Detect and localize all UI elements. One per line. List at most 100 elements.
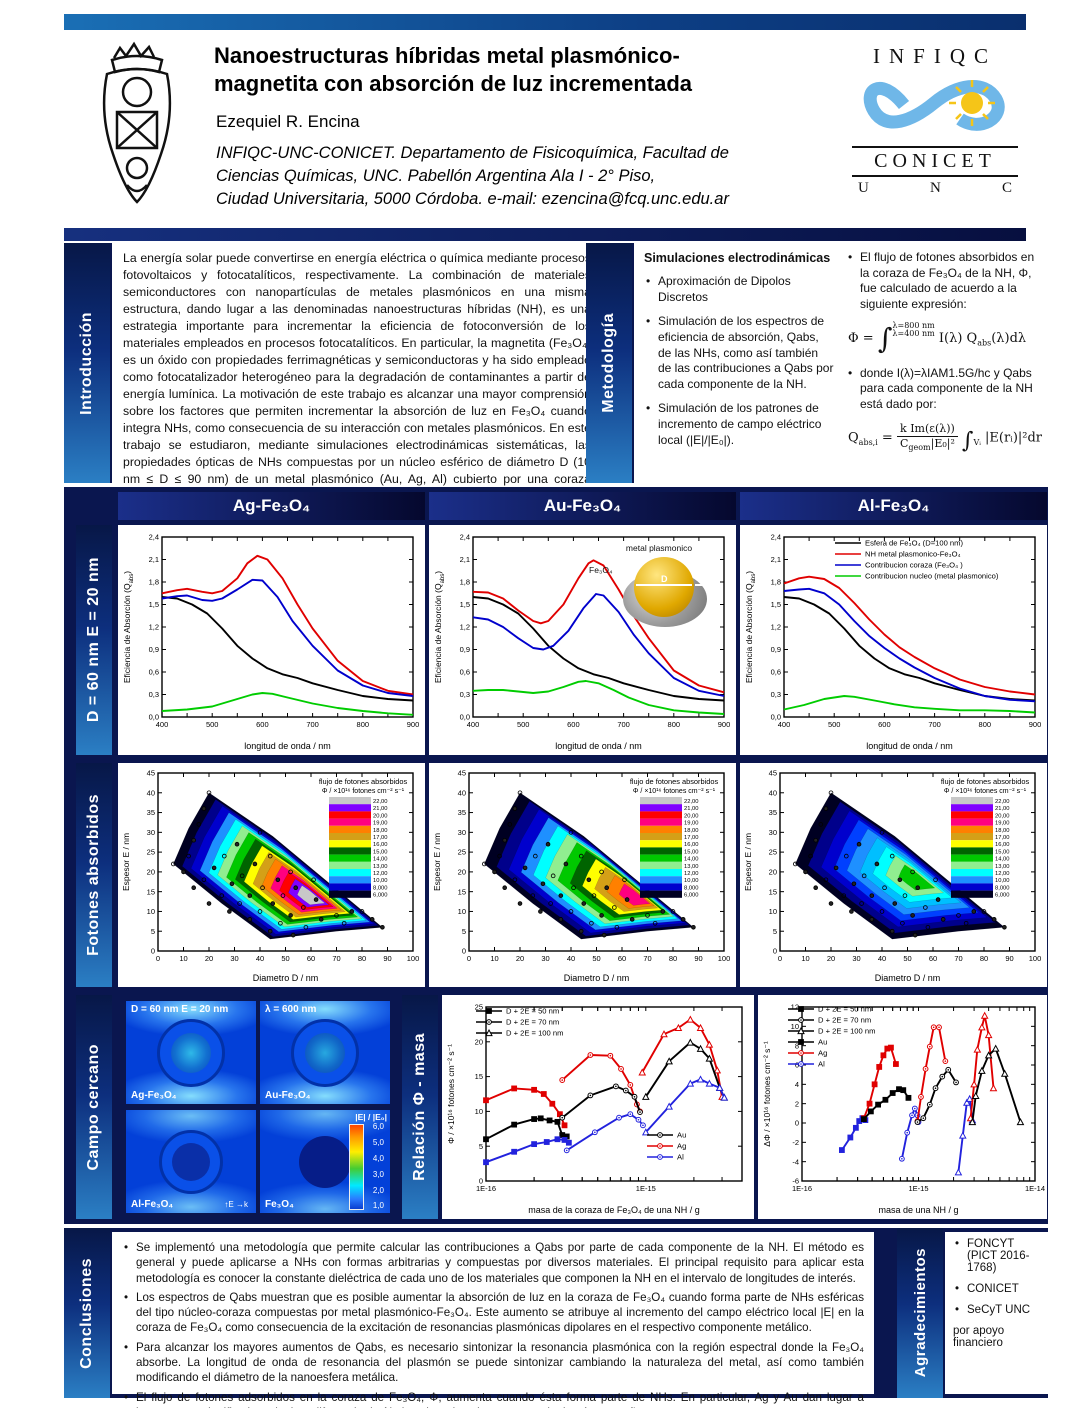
- svg-text:0: 0: [479, 1177, 483, 1186]
- svg-text:ΔΦ / ×10¹⁶ fotones cm⁻² s⁻¹: ΔΦ / ×10¹⁶ fotones cm⁻² s⁻¹: [762, 1041, 772, 1147]
- formula-phi-body2: (λ)dλ: [991, 331, 1027, 347]
- integral-upper: λ=800 nm: [892, 320, 935, 330]
- svg-text:12,00: 12,00: [373, 871, 388, 877]
- core-circle: [305, 1032, 345, 1073]
- svg-text:1E-15: 1E-15: [636, 1184, 656, 1193]
- integral-sign-2: ∫: [962, 427, 974, 453]
- nearfield-name-fe3o4: Fe₃O₄: [265, 1199, 294, 1210]
- formula-phi-lhs: Φ =: [848, 331, 874, 347]
- affil-line2: Ciencias Químicas, UNC. Pabellón Argenti…: [216, 167, 656, 186]
- sidebar-label-fotones: Fotones absorbidos: [76, 763, 112, 987]
- unc-n: N: [929, 180, 941, 196]
- spectra-chart-ag: 400 500 600 700 800 900 0,0 0,3 0,6 0,9 1,2 1,5 1,8 2…: [118, 525, 425, 755]
- svg-text:2: 2: [795, 1099, 799, 1108]
- svg-text:15,00: 15,00: [995, 849, 1010, 855]
- svg-text:10: 10: [475, 1107, 483, 1116]
- conclusion-bullet-4: El flujo de fotones adsorbidos en la cor…: [124, 1390, 864, 1408]
- formula-den2: |E₀|²: [930, 436, 955, 450]
- svg-text:13,00: 13,00: [684, 864, 699, 870]
- svg-text:0,9: 0,9: [149, 645, 159, 654]
- spectra-chart-au: 400 500 600 700 800 900 0,0 0,3 0,6 0,9 1,2 1,5 1,8 2…: [429, 525, 736, 755]
- svg-text:5: 5: [773, 927, 777, 936]
- svg-text:2,1: 2,1: [460, 555, 470, 564]
- ack-bullet-1: FONCYT (PICT 2016-1768): [955, 1238, 1040, 1274]
- svg-text:D + 2E = 100 nm: D + 2E = 100 nm: [818, 1027, 875, 1036]
- svg-text:Espesor E / nm: Espesor E / nm: [743, 833, 753, 891]
- svg-text:0,6: 0,6: [771, 668, 781, 677]
- svg-text:D + 2E = 50 nm: D + 2E = 50 nm: [818, 1005, 871, 1014]
- svg-text:40: 40: [458, 788, 466, 797]
- svg-text:600: 600: [878, 720, 891, 729]
- svg-text:100: 100: [718, 954, 731, 963]
- svg-text:Φ / ×10¹⁶ fotones cm⁻² s⁻¹: Φ / ×10¹⁶ fotones cm⁻² s⁻¹: [322, 788, 405, 795]
- svg-text:0,9: 0,9: [771, 645, 781, 654]
- svg-text:0,3: 0,3: [460, 690, 470, 699]
- svg-text:21,00: 21,00: [684, 806, 699, 812]
- svg-text:Diametro D / nm: Diametro D / nm: [253, 973, 319, 983]
- svg-text:35: 35: [147, 808, 155, 817]
- colorbar-tick: 3,0: [372, 1170, 384, 1179]
- svg-text:21,00: 21,00: [995, 806, 1010, 812]
- svg-text:10: 10: [147, 907, 155, 916]
- svg-text:90: 90: [1005, 954, 1013, 963]
- svg-text:0,0: 0,0: [149, 713, 159, 722]
- formula-den1: C: [899, 436, 909, 450]
- svg-text:20: 20: [458, 867, 466, 876]
- svg-text:20: 20: [475, 1037, 483, 1046]
- svg-text:40: 40: [769, 788, 777, 797]
- svg-text:22,00: 22,00: [373, 799, 388, 805]
- svg-text:600: 600: [256, 720, 269, 729]
- svg-text:500: 500: [206, 720, 219, 729]
- fotones-text: Fotones absorbidos: [85, 794, 102, 956]
- svg-text:0,6: 0,6: [149, 668, 159, 677]
- svg-text:0: 0: [773, 947, 777, 956]
- svg-text:40: 40: [567, 954, 575, 963]
- svg-text:80: 80: [980, 954, 988, 963]
- nearfield-name-al: Al-Fe₃O₄: [131, 1199, 174, 1210]
- svg-text:Φ / ×10¹⁶ fotones cm⁻² s⁻¹: Φ / ×10¹⁶ fotones cm⁻² s⁻¹: [633, 788, 716, 795]
- svg-text:16,00: 16,00: [995, 842, 1010, 848]
- svg-text:Au: Au: [677, 1131, 686, 1140]
- results-section: Ag-Fe₃O₄ Au-Fe₃O₄ Al-Fe₃O₄ D = 60 nm E =…: [64, 487, 1048, 1224]
- svg-text:0,9: 0,9: [460, 645, 470, 654]
- svg-text:30: 30: [458, 828, 466, 837]
- svg-text:21,00: 21,00: [373, 806, 388, 812]
- svg-text:1,2: 1,2: [460, 623, 470, 632]
- svg-text:22,00: 22,00: [995, 799, 1010, 805]
- formula-phi: Φ = ∫ λ=800 nm λ=400 nm I(λ) Qabs(λ)dλ: [848, 321, 1046, 357]
- nearfield-size-label: D = 60 nm E = 20 nm: [131, 1004, 229, 1015]
- svg-text:35: 35: [769, 808, 777, 817]
- d60e20-text: D = 60 nm E = 20 nm: [85, 557, 102, 723]
- svg-text:Eficiencia de Absorción (Qabs): Eficiencia de Absorción (Qabs): [122, 571, 135, 683]
- svg-text:25: 25: [769, 848, 777, 857]
- method-heading: Simulaciones electrodinámicas: [644, 251, 831, 265]
- svg-text:flujo de fotones absorbidos: flujo de fotones absorbidos: [941, 777, 1030, 786]
- svg-text:0: 0: [151, 947, 155, 956]
- formula-q-sub: abs,i: [858, 437, 878, 447]
- svg-text:80: 80: [358, 954, 366, 963]
- field-colorbar: [349, 1124, 364, 1210]
- svg-text:Diametro D / nm: Diametro D / nm: [564, 973, 630, 983]
- svg-text:40: 40: [147, 788, 155, 797]
- svg-text:45: 45: [769, 769, 777, 778]
- svg-text:0,6: 0,6: [460, 668, 470, 677]
- svg-text:30: 30: [852, 954, 860, 963]
- nanoparticle-inset: metal plasmonico Fe₃O₄ D E: [589, 543, 729, 635]
- svg-text:10: 10: [769, 907, 777, 916]
- svg-text:25: 25: [475, 1003, 483, 1012]
- integral-sign: ∫: [877, 322, 893, 356]
- svg-text:600: 600: [567, 720, 580, 729]
- svg-text:20: 20: [516, 954, 524, 963]
- svg-text:20,00: 20,00: [684, 813, 699, 819]
- svg-text:18,00: 18,00: [684, 828, 699, 834]
- intro-paragraph: La energía solar puede convertirse en en…: [123, 251, 591, 503]
- svg-text:35: 35: [458, 808, 466, 817]
- svg-text:-6: -6: [792, 1177, 799, 1186]
- svg-text:10: 10: [801, 954, 809, 963]
- svg-text:20,00: 20,00: [995, 813, 1010, 819]
- svg-text:500: 500: [517, 720, 530, 729]
- svg-text:90: 90: [694, 954, 702, 963]
- svg-text:12,00: 12,00: [995, 871, 1010, 877]
- svg-text:Ag: Ag: [818, 1049, 827, 1058]
- svg-text:900: 900: [718, 720, 731, 729]
